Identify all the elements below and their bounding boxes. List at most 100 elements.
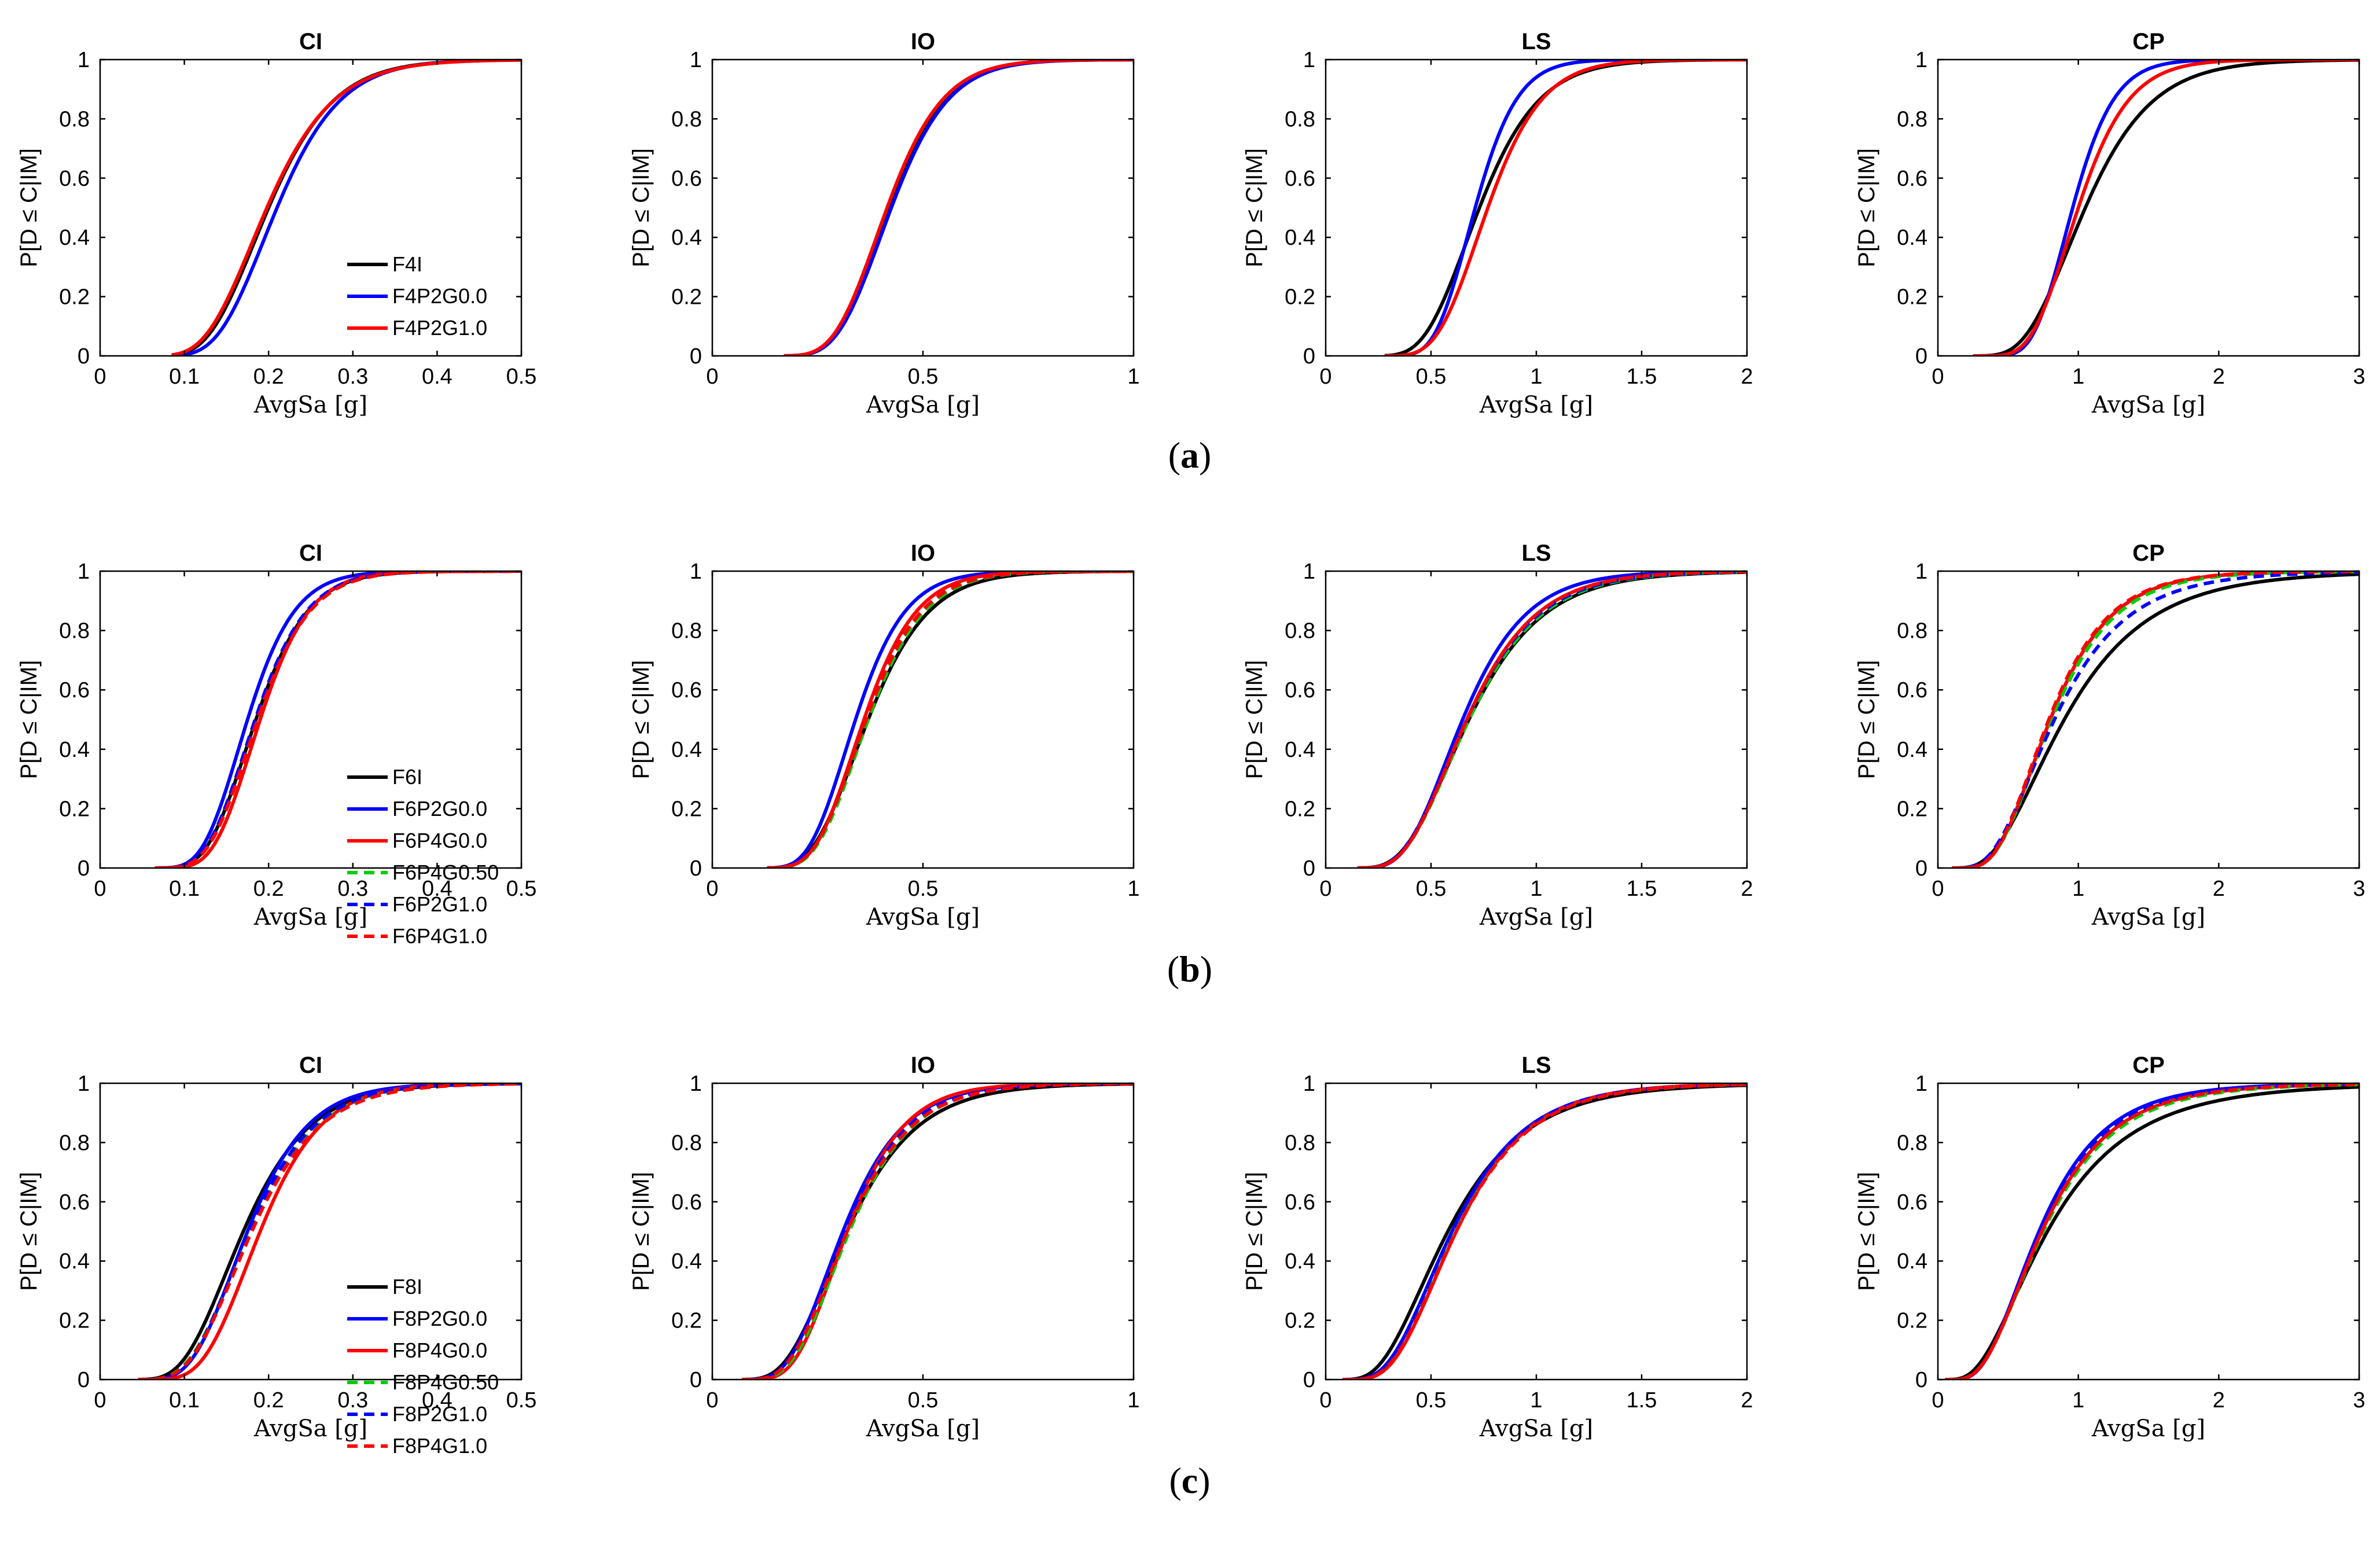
y-tick-label: 0.8 [1285,107,1315,131]
series-line-f8p4g0-50 [742,1083,1134,1380]
y-axis-label: P[D ≤ C|IM] [16,148,42,267]
legend-label: F6I [392,765,422,789]
x-tick-label: 0.5 [1416,365,1447,389]
series-line-f6p4g0-0 [1357,571,1747,868]
x-tick-label: 0 [1932,877,1944,901]
legend-label: F8P4G0.50 [392,1370,499,1394]
axes-box [1937,58,2360,357]
x-axis-label: AvgSa [g] [1479,1415,1593,1442]
y-tick-label: 0.6 [671,1190,702,1215]
series-line-f6p4g1-0 [155,571,521,868]
x-axis-label: AvgSa [g] [866,904,980,931]
x-axis-label: AvgSa [g] [253,904,367,931]
series-line-f8i [1945,1085,2359,1380]
x-tick-label: 0.4 [422,877,453,901]
series-line-f6p4g0-0 [155,571,521,868]
x-tick-label: 1.5 [1627,877,1657,901]
x-tick-label: 0.4 [422,365,453,389]
series-line-f6p2g0-0 [767,571,1134,868]
y-tick-label: 0.4 [671,1249,702,1274]
x-tick-label: 0.5 [908,1388,939,1413]
x-axis-label: AvgSa [g] [866,1415,980,1442]
x-tick-label: 1 [1530,877,1542,901]
series-line-f6p4g0-50 [1357,571,1747,868]
y-tick-label: 0.8 [671,619,702,643]
legend-label: F4P2G0.0 [392,284,487,308]
x-tick-label: 0.1 [169,1388,200,1413]
series-line-f4i [783,60,1134,356]
legend-label: F8P2G0.0 [392,1307,487,1330]
series-line-f8p4g1-0 [742,1083,1134,1380]
y-tick-label: 0 [1303,856,1315,881]
series-line-f6p4g1-0 [1952,571,2359,868]
legend-label: F4P2G1.0 [392,316,487,340]
series-line-f8p4g1-0 [1342,1083,1747,1380]
y-tick-label: 0.2 [1897,797,1927,821]
x-tick-label: 0.3 [337,1388,368,1413]
x-tick-label: 1 [1127,1388,1139,1413]
y-tick-label: 0.2 [1897,1309,1927,1333]
y-tick-label: 0.8 [59,107,90,131]
y-tick-label: 0.2 [59,797,90,821]
y-tick-label: 0.4 [1285,738,1315,762]
row-label-a: (a) [1168,435,1212,476]
x-tick-label: 0.3 [337,365,368,389]
series-line-f6i [1357,571,1747,868]
x-tick-label: 0.2 [253,365,284,389]
y-tick-label: 0.6 [59,167,90,191]
x-tick-label: 0.1 [169,877,200,901]
y-tick-label: 0.8 [1285,1131,1315,1155]
axes-box [1937,570,2360,869]
y-tick-label: 1 [690,1072,702,1096]
series-line-f6i [1952,572,2359,868]
series-line-f8p4g0-0 [138,1083,521,1380]
x-tick-label: 0 [1319,877,1331,901]
axes-box [711,1082,1135,1381]
y-tick-label: 0.6 [1285,678,1315,703]
legend-label: F4I [392,252,422,276]
series-line-f6p2g1-0 [1357,571,1747,868]
x-tick-label: 3 [2353,877,2365,901]
x-tick-label: 0 [706,365,718,389]
y-tick-label: 0.8 [59,1131,90,1155]
row-label-letter: b [1179,948,1200,990]
y-tick-label: 0.8 [671,107,702,131]
x-tick-label: 2 [1741,877,1753,901]
row-label-close: ) [1199,435,1211,476]
legend-label: F6P4G1.0 [392,924,487,948]
x-tick-label: 0.5 [1416,877,1447,901]
panel-title: IO [911,1053,935,1078]
series-line-f8i [138,1083,521,1380]
y-tick-label: 0.4 [1897,226,1927,250]
row-label-b: (b) [1167,948,1212,990]
x-tick-label: 0 [1319,1388,1331,1413]
x-tick-label: 0 [94,1388,106,1413]
y-tick-label: 0.8 [671,1131,702,1155]
x-tick-label: 2 [2213,365,2225,389]
x-tick-label: 1 [1127,365,1139,389]
series-line-f4i [171,60,521,356]
x-tick-label: 0 [94,365,106,389]
y-tick-label: 0 [78,1368,90,1392]
series-line-f8p4g1-0 [138,1083,521,1380]
row-label-c: (c) [1169,1460,1210,1501]
y-axis-label: P[D ≤ C|IM] [16,660,42,779]
row-label-close: ) [1200,948,1212,990]
legend-label: F6P2G1.0 [392,892,487,916]
x-tick-label: 0.5 [506,1388,537,1413]
y-tick-label: 0.4 [59,226,90,250]
x-axis-label: AvgSa [g] [253,392,367,418]
x-tick-label: 0.2 [253,877,284,901]
y-axis-label: P[D ≤ C|IM] [16,1172,42,1291]
x-tick-label: 1 [2072,1388,2084,1413]
series-line-f6i [155,571,521,868]
y-tick-label: 1 [1915,1072,1927,1096]
x-tick-label: 0 [1932,365,1944,389]
x-tick-label: 0 [94,877,106,901]
y-axis-label: P[D ≤ C|IM] [1242,148,1267,267]
series-line-f8p4g0-50 [138,1083,521,1380]
y-tick-label: 1 [1303,48,1315,72]
x-tick-label: 0.5 [908,877,939,901]
y-tick-label: 1 [690,560,702,584]
panel-title: CI [299,29,322,54]
